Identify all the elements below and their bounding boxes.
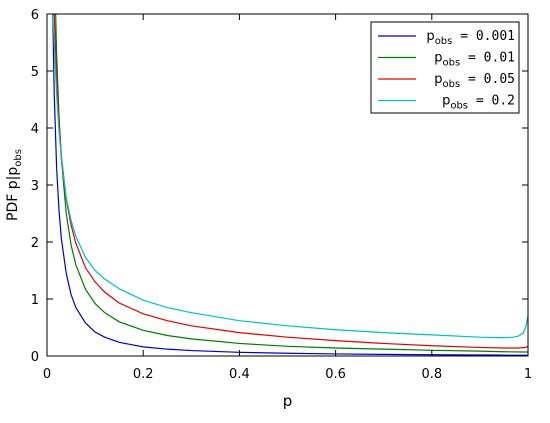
legend-label-value: = 0.05: [460, 72, 515, 87]
legend-label-1: pobs = 0.001: [426, 29, 515, 47]
legend-label-main: p: [434, 51, 442, 66]
legend-label-value: = 0.001: [452, 29, 515, 44]
legend-label-value: = 0.01: [460, 51, 515, 66]
tick-layer: 0 0.2 0.4 0.6 0.8 1 0 1 2 3 4 5 6: [31, 8, 532, 382]
x-tick-label: 0.4: [229, 367, 250, 382]
legend-label-main: p: [434, 72, 442, 87]
legend-box: [370, 21, 520, 114]
y-axis-label: PDF p|pobs: [5, 149, 24, 221]
series-layer: [52, 14, 528, 356]
axis-label-layer: p PDF p|pobs: [5, 149, 292, 410]
x-axis-label: p: [283, 392, 293, 410]
legend-label-value: = 0.2: [468, 94, 515, 109]
y-tick-label: 1: [31, 293, 39, 308]
y-tick-label: 3: [31, 179, 39, 194]
series-line-2: [55, 14, 528, 353]
legend-label-subscript: obs: [435, 36, 453, 47]
legend-label-subscript: obs: [443, 58, 461, 69]
y-tick-label: 5: [31, 65, 39, 80]
x-tick-label: 0: [43, 367, 51, 382]
legend-label-main: p: [426, 29, 434, 44]
series-line-4: [52, 14, 528, 339]
legend-label-main: p: [442, 94, 450, 109]
y-axis-label-main: PDF p|p: [5, 167, 21, 221]
legend-label-subscript: obs: [443, 79, 461, 90]
y-axis-label-subscript: obs: [13, 149, 24, 167]
y-tick-label: 2: [31, 236, 39, 251]
x-tick-label: 0.6: [325, 367, 346, 382]
legend-label-2: pobs = 0.01: [434, 51, 515, 69]
y-tick-label: 6: [31, 8, 39, 23]
y-tick-label: 4: [31, 122, 39, 137]
series-line-1: [52, 14, 528, 356]
legend-label-4: pobs = 0.2: [442, 94, 515, 112]
legend-label-subscript: obs: [450, 101, 468, 112]
y-tick-label: 0: [31, 350, 39, 365]
x-tick-label: 1: [524, 367, 532, 382]
x-tick-label: 0.2: [133, 367, 154, 382]
legend-label-3: pobs = 0.05: [434, 72, 515, 90]
x-tick-label: 0.8: [421, 367, 442, 382]
